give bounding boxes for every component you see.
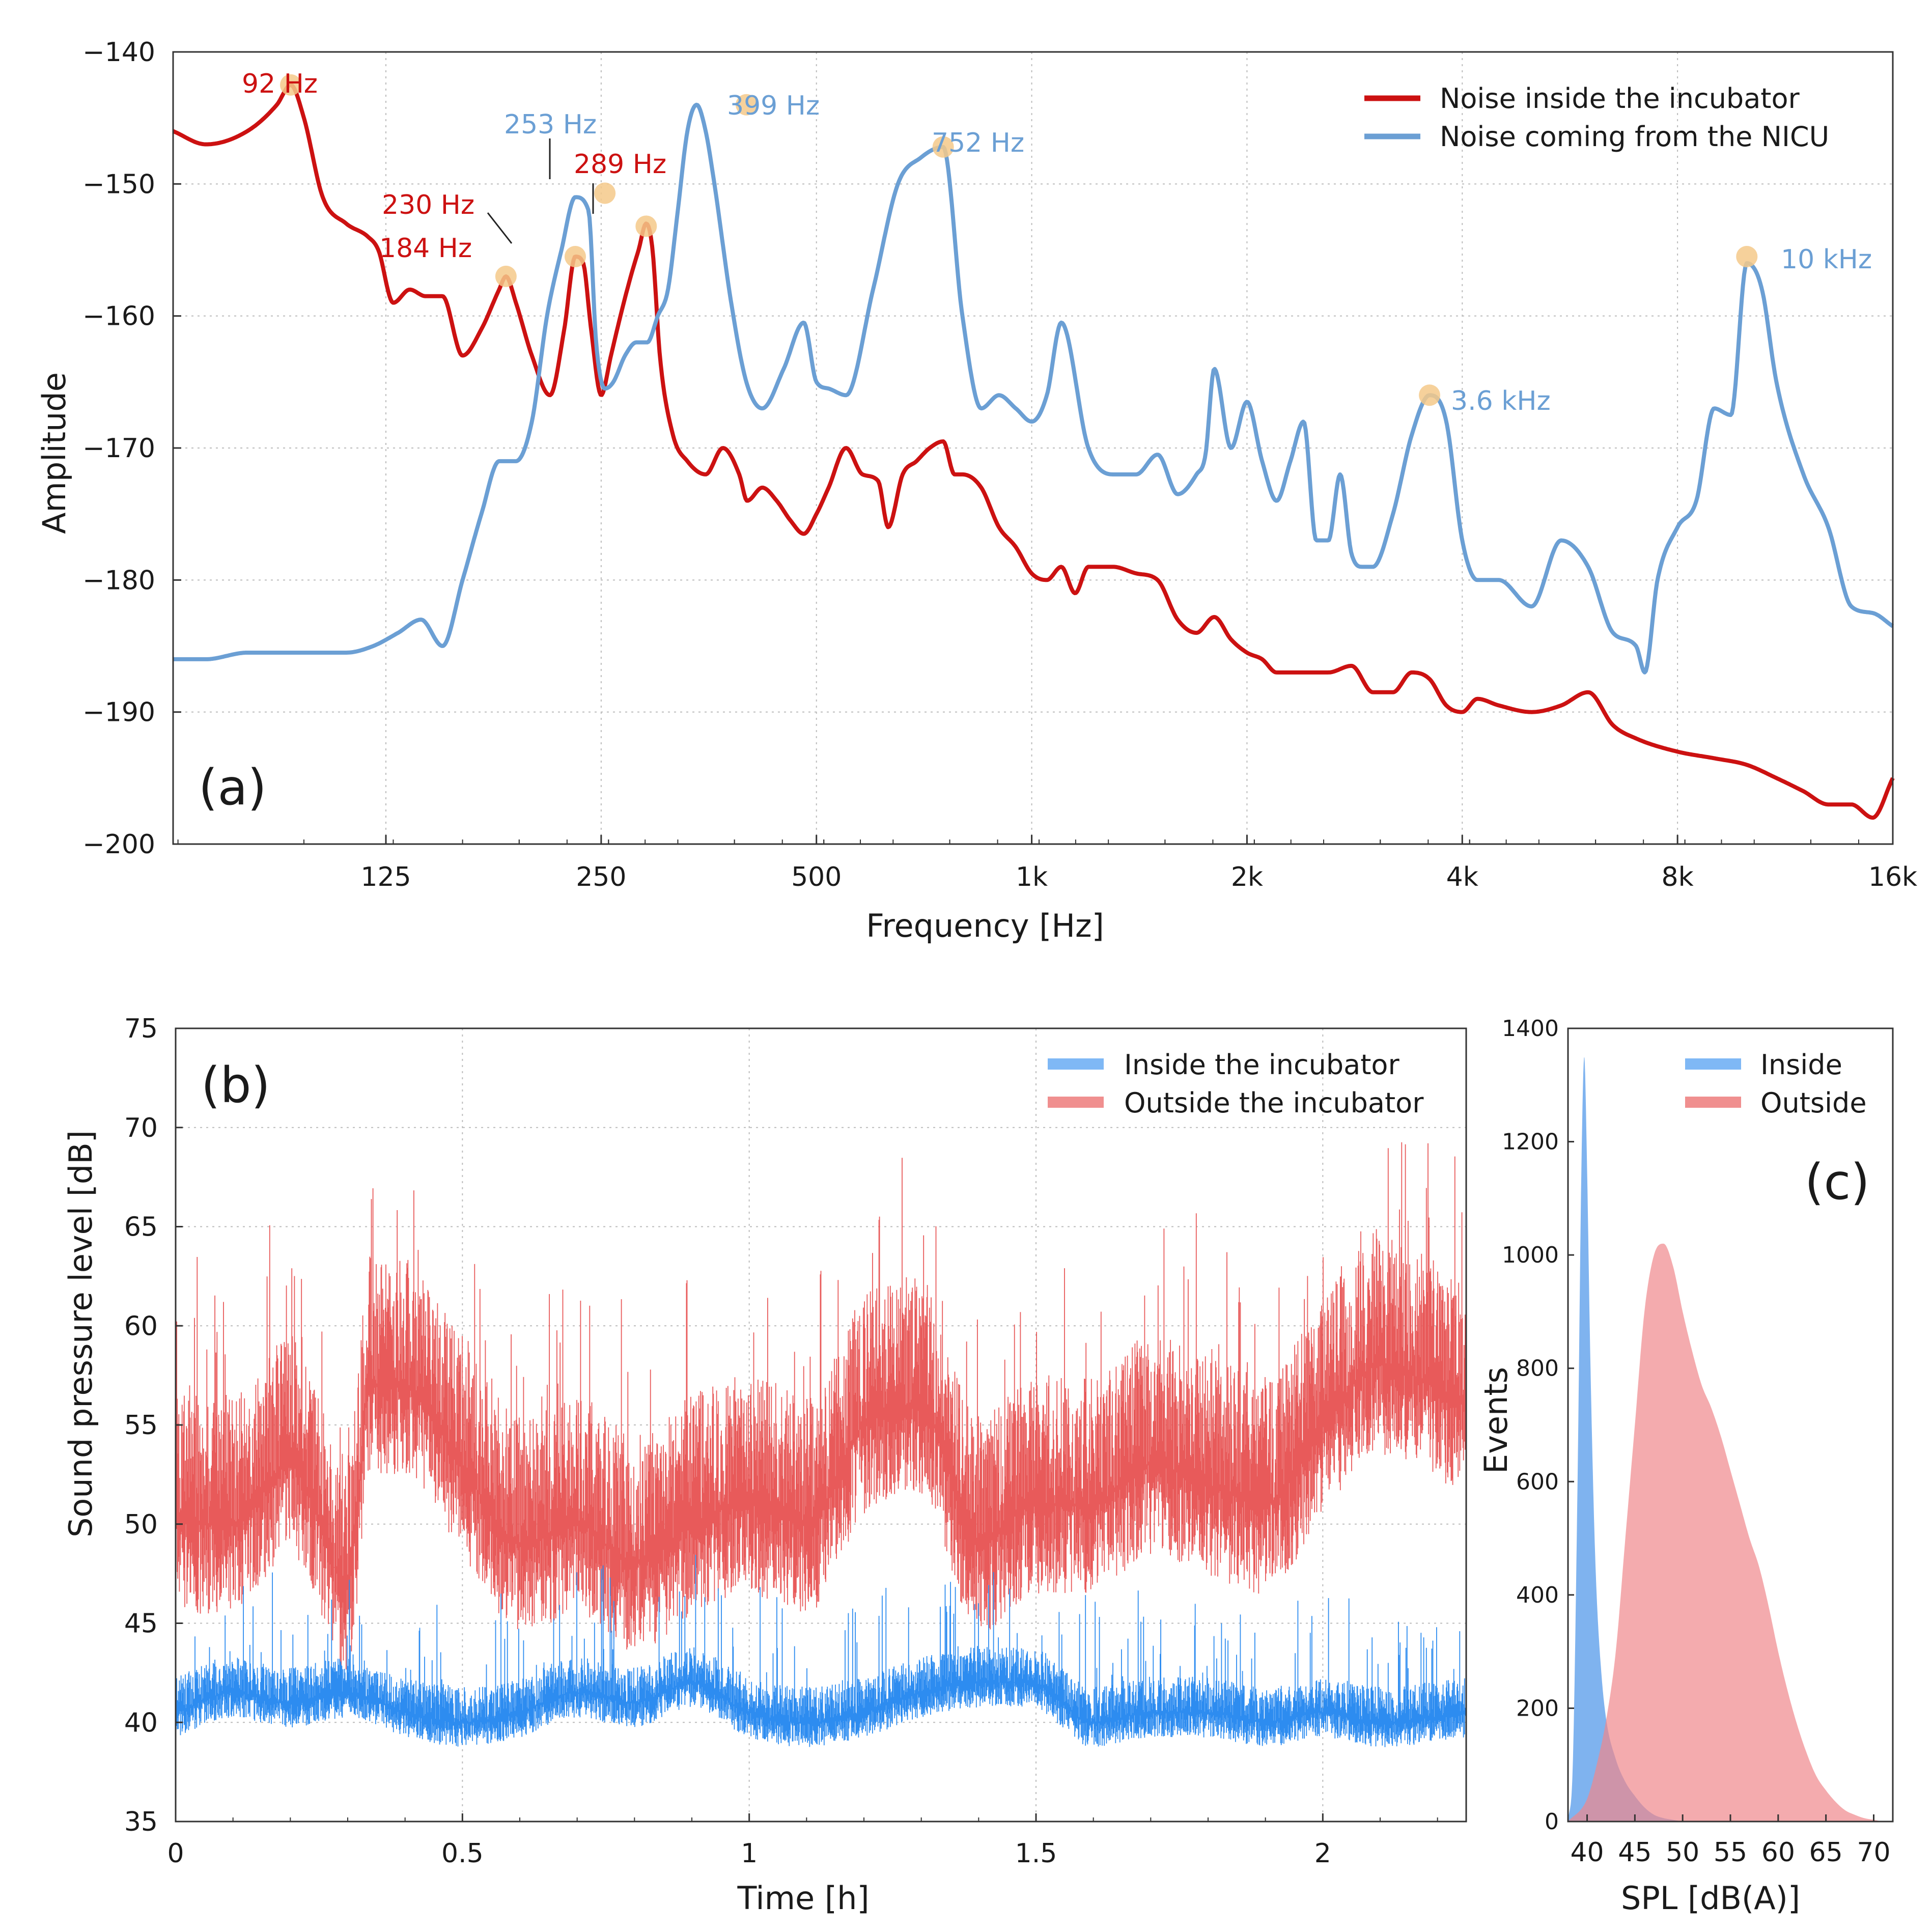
x-tick-label: 250	[576, 862, 626, 892]
peak-label: 3.6 kHz	[1451, 386, 1551, 416]
peak-label: 184 Hz	[379, 233, 472, 264]
series-inside-incubator	[175, 1555, 1467, 1747]
panel-c-ticks: 0 200 400 600 800 1000 1200 1400 40 45 50 55 60 65 70	[1502, 1016, 1891, 1868]
y-tick-label: −190	[82, 697, 155, 728]
y-tick-label: 65	[124, 1212, 158, 1243]
panel-b-legend: Inside the incubator Outside the incubat…	[1048, 1049, 1424, 1119]
panel-a-grid	[173, 52, 1893, 844]
peak-label: 399 Hz	[727, 91, 820, 121]
x-tick-label: 60	[1761, 1837, 1795, 1868]
x-tick-label: 1.5	[1015, 1838, 1057, 1869]
y-tick-label: 50	[124, 1509, 158, 1540]
y-tick-label: −150	[82, 169, 155, 200]
peak-marker	[1419, 384, 1441, 406]
peak-label: 752 Hz	[932, 128, 1024, 158]
peak-marker	[635, 215, 657, 237]
peak-label: 253 Hz	[504, 109, 597, 140]
panel-b-xlabel: Time [h]	[737, 1880, 869, 1917]
y-tick-label: −200	[82, 829, 155, 860]
x-tick-label: 4k	[1446, 862, 1478, 892]
x-tick-label: 1k	[1016, 862, 1048, 892]
y-tick-label: 60	[124, 1311, 158, 1341]
x-tick-label: 16k	[1868, 862, 1917, 892]
x-tick-label: 55	[1714, 1837, 1747, 1868]
x-tick-label: 70	[1857, 1837, 1890, 1868]
x-tick-label: 8k	[1662, 862, 1694, 892]
panel-a-label: (a)	[199, 759, 267, 816]
legend-label-nicu: Noise coming from the NICU	[1440, 121, 1829, 153]
panel-a-ylabel: Amplitude	[36, 372, 73, 534]
y-tick-label: 45	[124, 1609, 158, 1639]
series-outside-area	[1568, 1243, 1884, 1822]
x-tick-label: 50	[1666, 1837, 1699, 1868]
peak-marker	[564, 245, 586, 267]
y-tick-label: 40	[124, 1707, 158, 1738]
panel-c-xlabel: SPL [dB(A)]	[1621, 1880, 1800, 1917]
leader-line	[487, 212, 513, 244]
panel-b-series	[175, 1142, 1467, 1747]
panel-b-ylabel: Sound pressure level [dB]	[62, 1130, 99, 1537]
peak-label: 10 kHz	[1781, 244, 1872, 275]
legend-label-inside-c: Inside	[1760, 1049, 1842, 1081]
x-tick-label: 40	[1570, 1837, 1604, 1868]
peak-label: 230 Hz	[382, 190, 474, 220]
peak-marker	[495, 265, 517, 287]
series-inside-incubator	[172, 82, 1895, 820]
panel-a-spectrum: 92 Hz 184 Hz 230 Hz 253 Hz 289 Hz 399 Hz 752 H…	[36, 37, 1917, 944]
peak-marker	[594, 182, 616, 204]
peak-label: 92 Hz	[242, 69, 318, 99]
peak-label: 289 Hz	[574, 149, 666, 180]
panel-c-series	[1568, 1057, 1884, 1822]
series-inside-area	[1568, 1057, 1683, 1822]
panel-a-xlabel: Frequency [Hz]	[866, 907, 1104, 944]
panel-b-ticks: 35 40 45 50 55 60 65 70 75 0 0.5 1 1.5 2	[124, 1014, 1438, 1869]
x-tick-label: 125	[360, 862, 411, 892]
y-tick-label: 0	[1545, 1809, 1559, 1835]
y-tick-label: 1400	[1502, 1016, 1559, 1042]
y-tick-label: 200	[1516, 1695, 1559, 1721]
y-tick-label: 55	[124, 1410, 158, 1441]
series-outside-incubator	[175, 1142, 1467, 1670]
x-tick-label: 1	[741, 1838, 758, 1869]
y-tick-label: 600	[1516, 1469, 1559, 1495]
panel-a-peaks: 92 Hz 184 Hz 230 Hz 253 Hz 289 Hz 399 Hz 752 H…	[242, 69, 1872, 416]
x-tick-label: 500	[791, 862, 842, 892]
peak-marker	[1736, 245, 1758, 267]
legend-label-inside-b: Inside the incubator	[1124, 1049, 1399, 1081]
panel-b-label: (b)	[201, 1057, 270, 1114]
x-tick-label: 2	[1314, 1838, 1331, 1869]
x-tick-label: 0	[167, 1838, 184, 1869]
legend-label-inside: Noise inside the incubator	[1440, 82, 1800, 115]
y-tick-label: 800	[1516, 1356, 1559, 1382]
peak-marker	[932, 136, 954, 158]
y-tick-label: 1000	[1502, 1242, 1559, 1268]
peak-marker	[736, 94, 758, 116]
panel-a-legend: Noise inside the incubator Noise coming …	[1364, 82, 1829, 153]
panel-b-timeseries: 35 40 45 50 55 60 65 70 75 0 0.5 1 1.5 2 Time [h] Sou…	[62, 1014, 1467, 1917]
legend-label-outside-b: Outside the incubator	[1124, 1087, 1424, 1119]
y-tick-label: 1200	[1502, 1129, 1559, 1155]
legend-label-outside-c: Outside	[1760, 1087, 1867, 1119]
y-tick-label: 35	[124, 1807, 158, 1837]
y-tick-label: 70	[124, 1113, 158, 1143]
panel-c-legend: Inside Outside	[1685, 1049, 1867, 1119]
x-tick-label: 2k	[1231, 862, 1263, 892]
x-tick-label: 0.5	[441, 1838, 484, 1869]
panel-a-ticks: −140 −150 −160 −170 −180 −190 −200 125 250 500 1k 2…	[82, 37, 1917, 892]
panel-c-ylabel: Events	[1477, 1367, 1515, 1474]
y-tick-label: −140	[82, 37, 155, 68]
y-tick-label: 75	[124, 1014, 158, 1044]
y-tick-label: −170	[82, 433, 155, 464]
y-tick-label: −160	[82, 301, 155, 332]
x-tick-label: 45	[1618, 1837, 1651, 1868]
peak-marker	[279, 74, 301, 96]
series-nicu	[172, 102, 1894, 675]
x-tick-label: 65	[1809, 1837, 1843, 1868]
panel-c-label: (c)	[1805, 1154, 1870, 1211]
y-tick-label: 400	[1516, 1582, 1559, 1608]
y-tick-label: −180	[82, 565, 155, 596]
panel-a-series	[172, 82, 1895, 820]
